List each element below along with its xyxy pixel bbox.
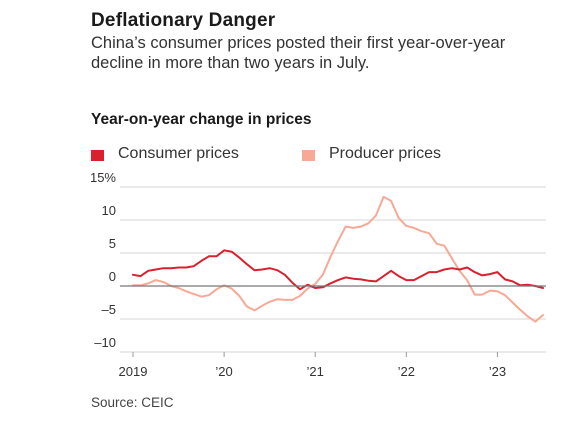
page-title: Deflationary Danger bbox=[91, 10, 276, 31]
x-tick-label: ’21 bbox=[307, 364, 324, 379]
y-tick-label: 5 bbox=[109, 236, 116, 251]
page-subtitle: China’s consumer prices posted their fir… bbox=[91, 34, 506, 72]
y-tick-label: 0 bbox=[109, 269, 116, 284]
x-tick-label: ’20 bbox=[215, 364, 232, 379]
legend-swatch-consumer bbox=[91, 150, 104, 161]
x-tick-label: ’23 bbox=[489, 364, 506, 379]
legend-swatch-producer bbox=[302, 150, 315, 161]
legend-label-producer: Producer prices bbox=[329, 145, 442, 162]
y-tick-label: 15% bbox=[90, 170, 116, 185]
source-note: Source: CEIC bbox=[91, 395, 174, 410]
x-tick-label: 2019 bbox=[119, 364, 148, 379]
chart-title: Year-on-year change in prices bbox=[91, 111, 312, 128]
x-tick-label: ’22 bbox=[398, 364, 415, 379]
y-tick-label: –10 bbox=[94, 335, 116, 350]
y-tick-label: –5 bbox=[102, 302, 116, 317]
legend-label-consumer: Consumer prices bbox=[118, 145, 239, 162]
series-line-producer-prices bbox=[132, 195, 544, 323]
y-tick-label: 10 bbox=[102, 203, 116, 218]
series-line-consumer-prices bbox=[132, 249, 544, 291]
